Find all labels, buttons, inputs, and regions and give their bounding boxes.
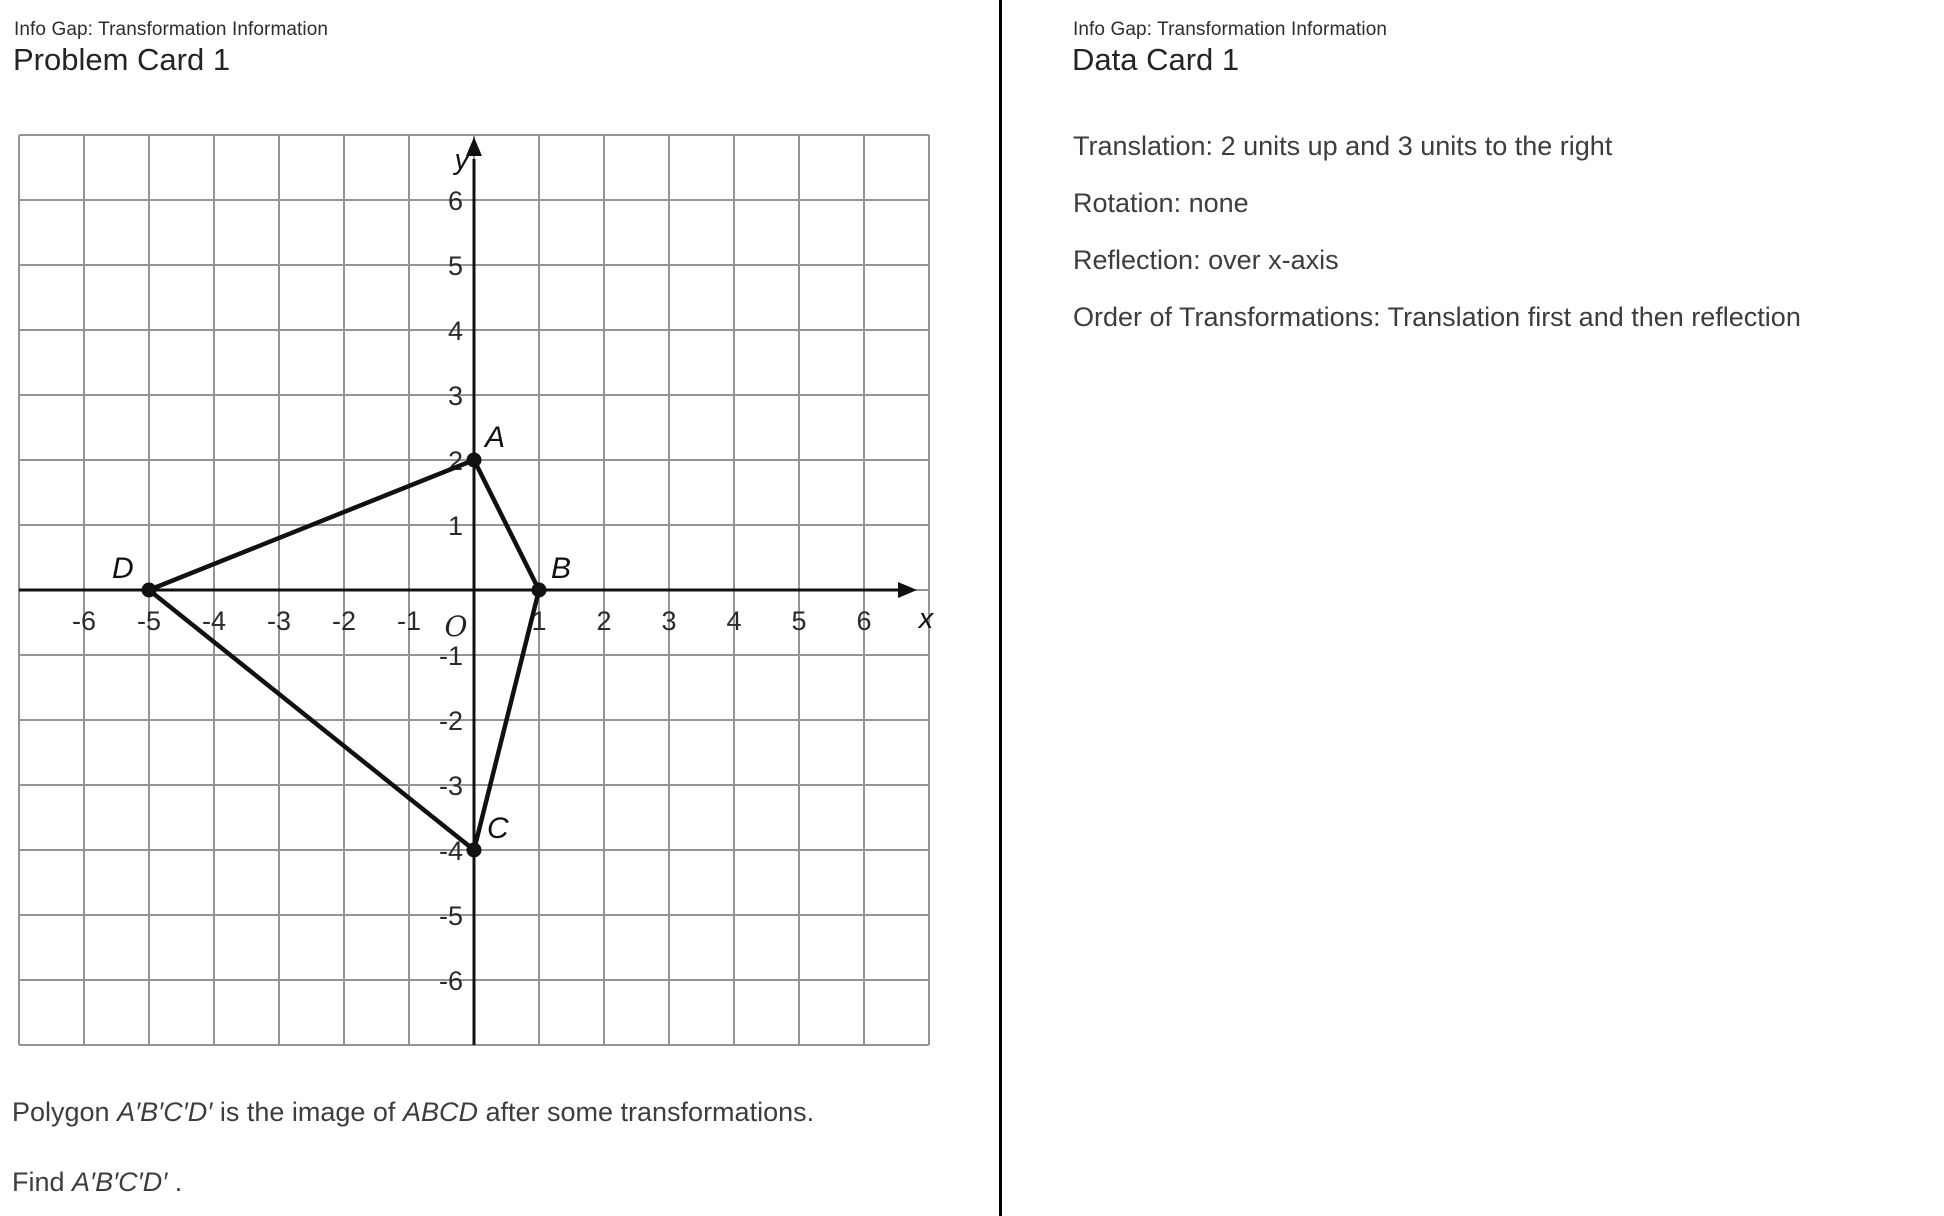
problem-statement-prefix: Polygon — [12, 1097, 118, 1127]
find-statement-prefix: Find — [12, 1167, 73, 1197]
y-tick-label: 4 — [448, 316, 463, 346]
vertex-label-D: D — [112, 552, 134, 585]
x-tick-label: -6 — [72, 606, 96, 636]
find-statement-suffix: . — [167, 1167, 183, 1197]
x-axis-label: x — [917, 603, 935, 635]
y-tick-label: 6 — [448, 186, 463, 216]
card-divider — [999, 0, 1002, 1216]
vertex-dot-D — [141, 582, 157, 598]
x-tick-label: -1 — [397, 606, 421, 636]
find-polygon-name: A′B′C′D′ — [72, 1167, 168, 1197]
problem-statement-suffix: after some transformations. — [477, 1097, 815, 1127]
vertex-dot-B — [531, 582, 547, 598]
coordinate-plane: -6 -5 -4 -3 -2 -1 1 2 3 4 5 6654321-1-2-3-4-5-6xyOA… — [18, 134, 935, 1046]
vertex-label-A: A — [483, 421, 505, 454]
vertex-dot-C — [466, 842, 482, 858]
image-polygon-name: A′B′C′D′ — [117, 1097, 213, 1127]
y-tick-label: -1 — [439, 641, 463, 671]
problem-statement: Polygon A′B′C′D′ is the image of ABCD af… — [12, 1097, 814, 1128]
y-tick-label: 5 — [448, 251, 463, 281]
problem-card-kicker: Info Gap: Transformation Information — [14, 19, 329, 40]
x-tick-label: 6 — [856, 606, 871, 636]
coordinate-plane-container: -6 -5 -4 -3 -2 -1 1 2 3 4 5 6 6 5 4 3 2 1 -1 -2 -3 -4 -5 -6 x y O A… — [9, 125, 939, 1055]
y-tick-label: 3 — [448, 381, 463, 411]
data-card: Info Gap: Transformation Information Dat… — [1003, 0, 1944, 1216]
vertex-label-B: B — [551, 552, 571, 585]
x-tick-label: -5 — [137, 606, 161, 636]
origin-label: O — [445, 610, 468, 643]
y-tick-label: -4 — [439, 836, 463, 866]
x-tick-label: 3 — [661, 606, 676, 636]
y-tick-label: 1 — [448, 511, 463, 541]
x-tick-label: -3 — [267, 606, 291, 636]
fact-rotation: Rotation: none — [1073, 188, 1249, 218]
problem-card-title: Problem Card 1 — [13, 42, 231, 77]
vertex-dot-A — [466, 452, 482, 468]
fact-translation: Translation: 2 units up and 3 units to t… — [1073, 131, 1613, 161]
vertex-label-C: C — [487, 812, 509, 845]
x-tick-label: -4 — [202, 606, 226, 636]
fact-reflection: Reflection: over x-axis — [1073, 245, 1339, 275]
y-tick-label: -3 — [439, 771, 463, 801]
data-card-kicker: Info Gap: Transformation Information — [1073, 19, 1388, 40]
problem-statement-middle: is the image of — [212, 1097, 403, 1127]
y-tick-label: -2 — [439, 706, 463, 736]
x-tick-label: 2 — [596, 606, 611, 636]
x-tick-label: 4 — [726, 606, 741, 636]
find-statement: Find A′B′C′D′ . — [12, 1167, 182, 1198]
y-tick-label: -6 — [439, 966, 463, 996]
problem-card: Info Gap: Transformation Information Pro… — [9, 19, 939, 1198]
x-tick-label: -2 — [332, 606, 356, 636]
fact-order: Order of Transformations: Translation fi… — [1073, 302, 1801, 332]
preimage-polygon-name: ABCD — [402, 1097, 478, 1127]
data-card-title: Data Card 1 — [1072, 42, 1240, 77]
y-tick-label: -5 — [439, 901, 463, 931]
y-axis-arrow — [466, 137, 482, 156]
x-axis-arrow — [898, 582, 917, 598]
x-tick-label: 5 — [791, 606, 806, 636]
y-axis-label: y — [453, 144, 471, 176]
